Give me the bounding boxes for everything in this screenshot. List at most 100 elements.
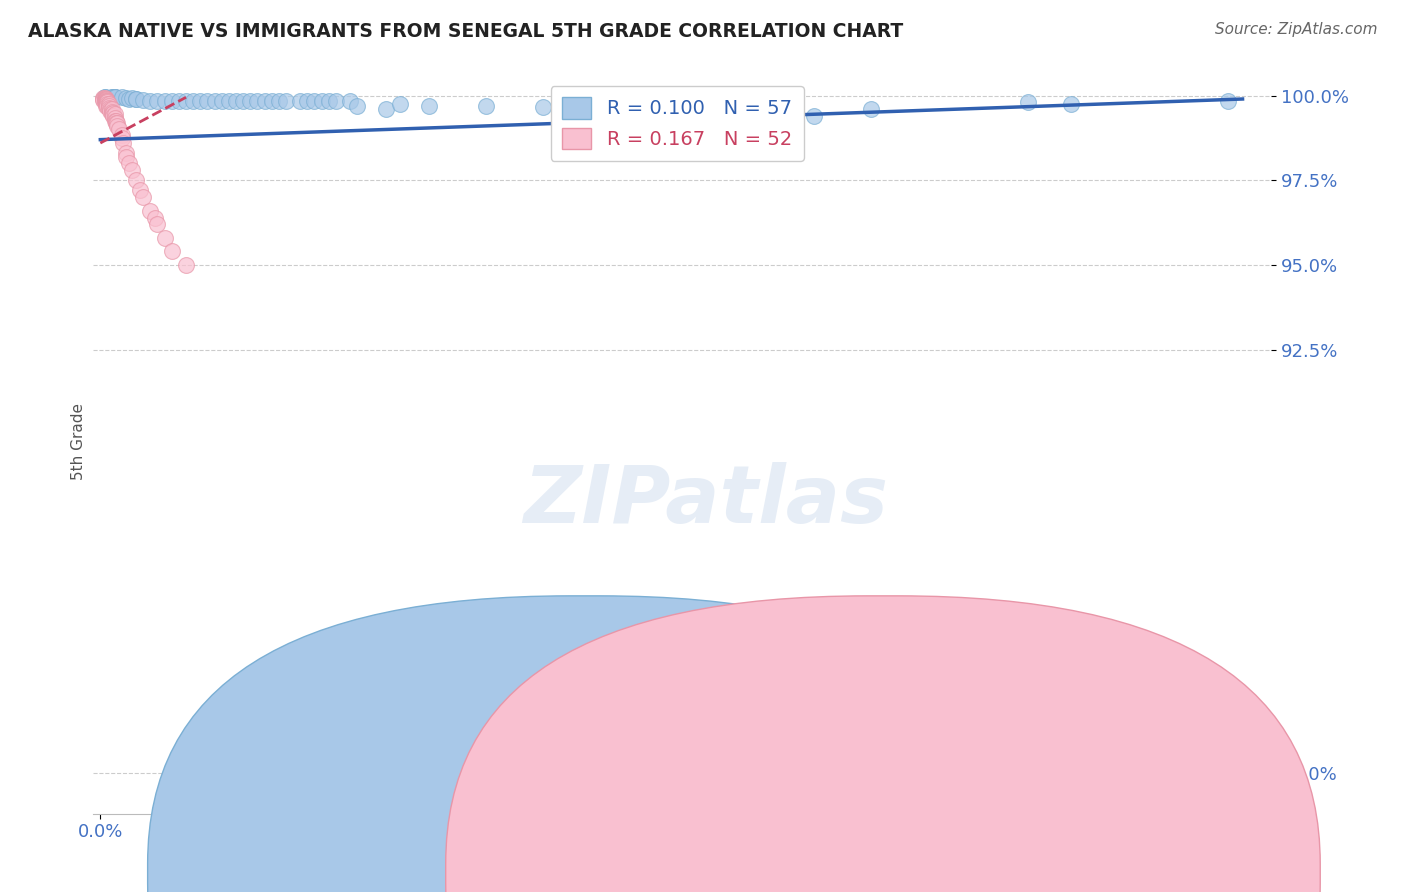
Point — [204, 94, 226, 108]
Point — [860, 102, 883, 116]
Point — [105, 116, 128, 130]
Point — [146, 94, 169, 108]
Point — [174, 94, 197, 108]
Point — [104, 90, 127, 104]
Point — [96, 99, 118, 113]
Point — [260, 94, 283, 108]
Point — [121, 163, 143, 178]
Point — [94, 99, 117, 113]
Point — [93, 94, 115, 108]
Point — [374, 102, 396, 116]
Point — [112, 136, 135, 150]
Point — [146, 217, 169, 231]
Point — [91, 93, 114, 107]
Point — [93, 91, 115, 105]
Point — [96, 95, 118, 110]
Point — [104, 114, 127, 128]
Point — [389, 97, 412, 112]
Point — [93, 93, 115, 107]
Point — [531, 100, 554, 114]
Point — [125, 92, 148, 106]
Text: Alaska Natives: Alaska Natives — [619, 858, 741, 876]
Y-axis label: 5th Grade: 5th Grade — [72, 402, 86, 480]
Point — [100, 90, 122, 104]
Point — [104, 107, 127, 121]
Point — [97, 97, 120, 112]
Point — [105, 114, 128, 128]
Point — [96, 97, 118, 112]
Point — [174, 258, 197, 272]
Point — [98, 102, 121, 116]
Point — [104, 90, 127, 104]
Point — [267, 94, 290, 108]
Point — [274, 94, 297, 108]
Point — [111, 131, 134, 145]
Point — [631, 99, 654, 113]
Point — [253, 94, 276, 108]
Point — [94, 93, 117, 107]
Point — [153, 231, 176, 245]
Point — [125, 173, 148, 187]
Point — [107, 119, 129, 133]
Point — [211, 94, 233, 108]
Point — [167, 94, 190, 108]
Point — [218, 94, 240, 108]
Point — [803, 109, 825, 123]
Point — [93, 92, 115, 106]
Point — [121, 91, 143, 105]
Point — [115, 146, 138, 161]
Point — [97, 99, 120, 113]
Point — [93, 90, 115, 104]
Point — [91, 92, 114, 106]
Point — [94, 95, 117, 110]
Point — [115, 91, 138, 105]
Point — [94, 92, 117, 106]
Point — [225, 94, 247, 108]
Point — [160, 244, 183, 259]
Point — [745, 102, 768, 116]
Point — [239, 94, 262, 108]
Point — [111, 128, 134, 142]
Point — [475, 99, 498, 113]
Point — [290, 94, 312, 108]
Point — [111, 90, 134, 104]
Point — [118, 92, 141, 106]
Point — [125, 92, 148, 106]
Point — [325, 94, 347, 108]
Point — [115, 150, 138, 164]
Point — [94, 94, 117, 108]
Point — [304, 94, 326, 108]
Point — [717, 99, 740, 113]
Point — [104, 90, 127, 104]
Point — [107, 116, 129, 130]
Point — [94, 97, 117, 112]
Point — [98, 103, 121, 118]
Point — [96, 94, 118, 108]
Point — [143, 211, 166, 225]
Point — [118, 156, 141, 170]
Point — [297, 94, 319, 108]
Point — [104, 111, 127, 125]
Point — [1060, 97, 1083, 112]
Point — [91, 91, 114, 105]
Point — [153, 94, 176, 108]
Point — [246, 94, 269, 108]
Text: Source: ZipAtlas.com: Source: ZipAtlas.com — [1215, 22, 1378, 37]
Point — [108, 122, 131, 136]
Point — [197, 94, 219, 108]
Point — [129, 183, 152, 197]
Point — [132, 93, 155, 107]
Point — [1218, 94, 1240, 108]
Point — [139, 94, 162, 108]
Text: ALASKA NATIVE VS IMMIGRANTS FROM SENEGAL 5TH GRADE CORRELATION CHART: ALASKA NATIVE VS IMMIGRANTS FROM SENEGAL… — [28, 22, 904, 41]
Point — [100, 104, 122, 119]
Point — [132, 190, 155, 204]
Point — [101, 105, 124, 120]
Point — [100, 90, 122, 104]
Point — [139, 203, 162, 218]
Legend: R = 0.100   N = 57, R = 0.167   N = 52: R = 0.100 N = 57, R = 0.167 N = 52 — [551, 86, 804, 161]
Text: ZIPatlas: ZIPatlas — [523, 462, 889, 540]
Point — [1017, 95, 1039, 110]
Point — [97, 102, 120, 116]
Text: Immigrants from Senegal: Immigrants from Senegal — [900, 858, 1111, 876]
